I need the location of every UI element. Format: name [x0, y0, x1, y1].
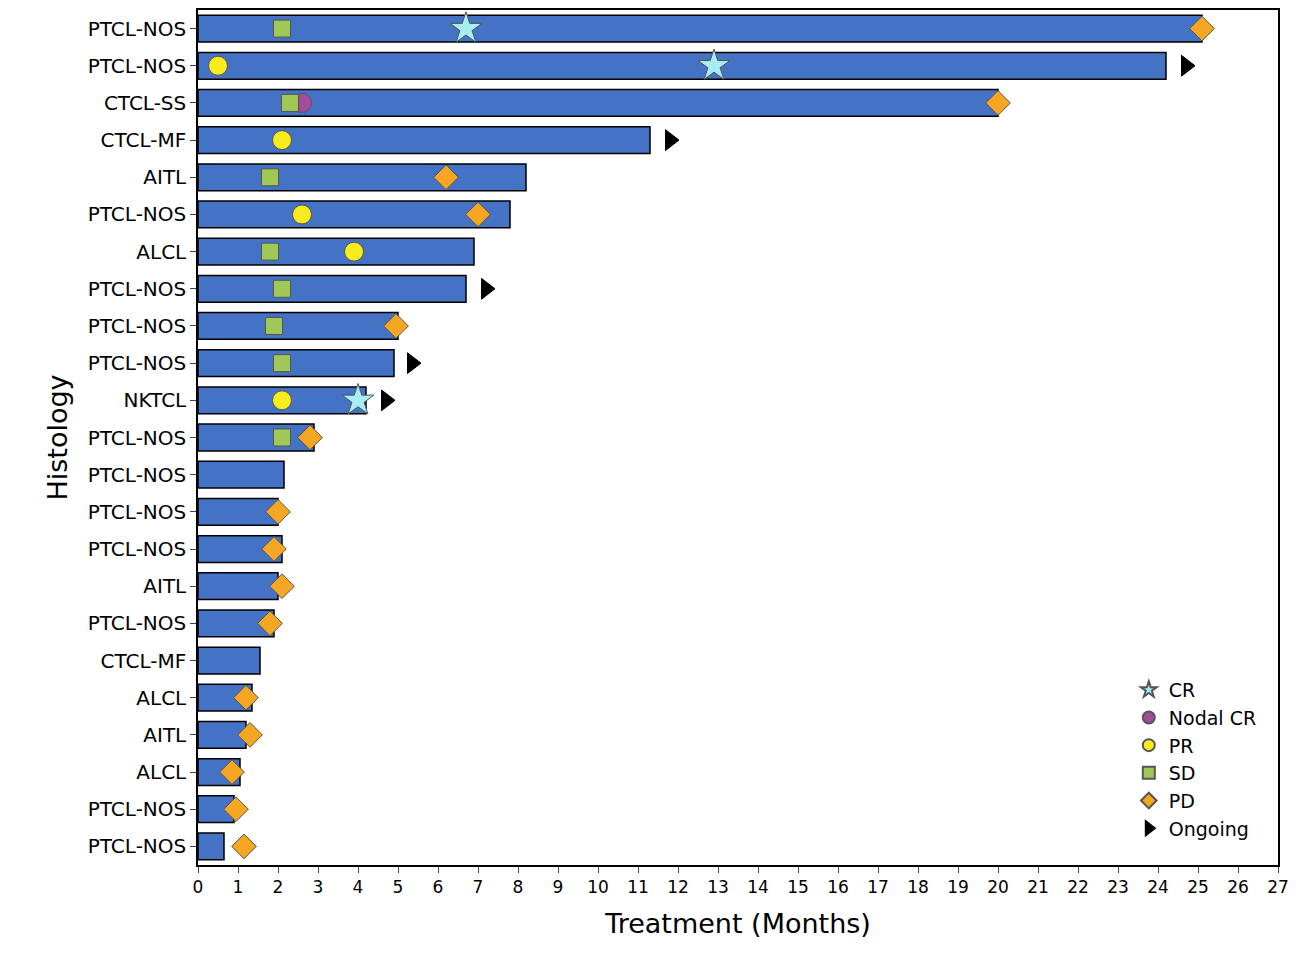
- svg-text:CTCL-SS: CTCL-SS: [104, 91, 186, 115]
- svg-text:CTCL-MF: CTCL-MF: [101, 649, 187, 673]
- svg-text:4: 4: [353, 877, 364, 897]
- svg-text:ALCL: ALCL: [136, 240, 187, 264]
- svg-text:PTCL-NOS: PTCL-NOS: [88, 537, 186, 561]
- svg-text:PTCL-NOS: PTCL-NOS: [88, 277, 186, 301]
- svg-text:2: 2: [273, 877, 284, 897]
- svg-text:PTCL-NOS: PTCL-NOS: [88, 611, 186, 635]
- svg-text:15: 15: [787, 877, 809, 897]
- svg-text:CTCL-MF: CTCL-MF: [101, 128, 187, 152]
- svg-text:PTCL-NOS: PTCL-NOS: [88, 17, 186, 41]
- svg-text:0: 0: [193, 877, 204, 897]
- svg-text:12: 12: [667, 877, 689, 897]
- svg-text:3: 3: [313, 877, 324, 897]
- svg-text:10: 10: [587, 877, 609, 897]
- svg-text:23: 23: [1107, 877, 1129, 897]
- svg-text:AITL: AITL: [143, 165, 187, 189]
- svg-text:1: 1: [233, 877, 244, 897]
- svg-text:ALCL: ALCL: [136, 760, 187, 784]
- svg-text:PTCL-NOS: PTCL-NOS: [88, 351, 186, 375]
- svg-text:PD: PD: [1169, 790, 1195, 812]
- svg-text:18: 18: [907, 877, 929, 897]
- svg-text:20: 20: [987, 877, 1009, 897]
- svg-text:24: 24: [1147, 877, 1169, 897]
- svg-text:PTCL-NOS: PTCL-NOS: [88, 500, 186, 524]
- svg-text:13: 13: [707, 877, 729, 897]
- svg-text:21: 21: [1027, 877, 1049, 897]
- svg-text:5: 5: [393, 877, 404, 897]
- svg-text:25: 25: [1187, 877, 1209, 897]
- svg-text:Nodal CR: Nodal CR: [1169, 707, 1256, 729]
- svg-text:7: 7: [473, 877, 484, 897]
- svg-text:Histology: Histology: [42, 374, 73, 500]
- svg-text:19: 19: [947, 877, 969, 897]
- svg-text:PTCL-NOS: PTCL-NOS: [88, 202, 186, 226]
- svg-text:9: 9: [553, 877, 564, 897]
- svg-text:26: 26: [1227, 877, 1249, 897]
- svg-text:27: 27: [1267, 877, 1289, 897]
- svg-text:8: 8: [513, 877, 524, 897]
- svg-text:PR: PR: [1169, 735, 1194, 757]
- svg-text:11: 11: [627, 877, 649, 897]
- svg-text:Ongoing: Ongoing: [1169, 818, 1249, 840]
- svg-text:AITL: AITL: [143, 574, 187, 598]
- svg-text:Treatment (Months): Treatment (Months): [604, 908, 871, 939]
- svg-text:PTCL-NOS: PTCL-NOS: [88, 834, 186, 858]
- svg-text:14: 14: [747, 877, 769, 897]
- svg-text:SD: SD: [1169, 762, 1196, 784]
- svg-text:16: 16: [827, 877, 849, 897]
- svg-text:PTCL-NOS: PTCL-NOS: [88, 463, 186, 487]
- svg-text:NKTCL: NKTCL: [124, 388, 188, 412]
- svg-text:CR: CR: [1169, 679, 1195, 701]
- svg-text:PTCL-NOS: PTCL-NOS: [88, 314, 186, 338]
- svg-text:PTCL-NOS: PTCL-NOS: [88, 54, 186, 78]
- svg-text:AITL: AITL: [143, 723, 187, 747]
- svg-text:PTCL-NOS: PTCL-NOS: [88, 426, 186, 450]
- svg-text:22: 22: [1067, 877, 1089, 897]
- svg-text:6: 6: [433, 877, 444, 897]
- svg-text:PTCL-NOS: PTCL-NOS: [88, 797, 186, 821]
- svg-text:ALCL: ALCL: [136, 686, 187, 710]
- svg-text:17: 17: [867, 877, 889, 897]
